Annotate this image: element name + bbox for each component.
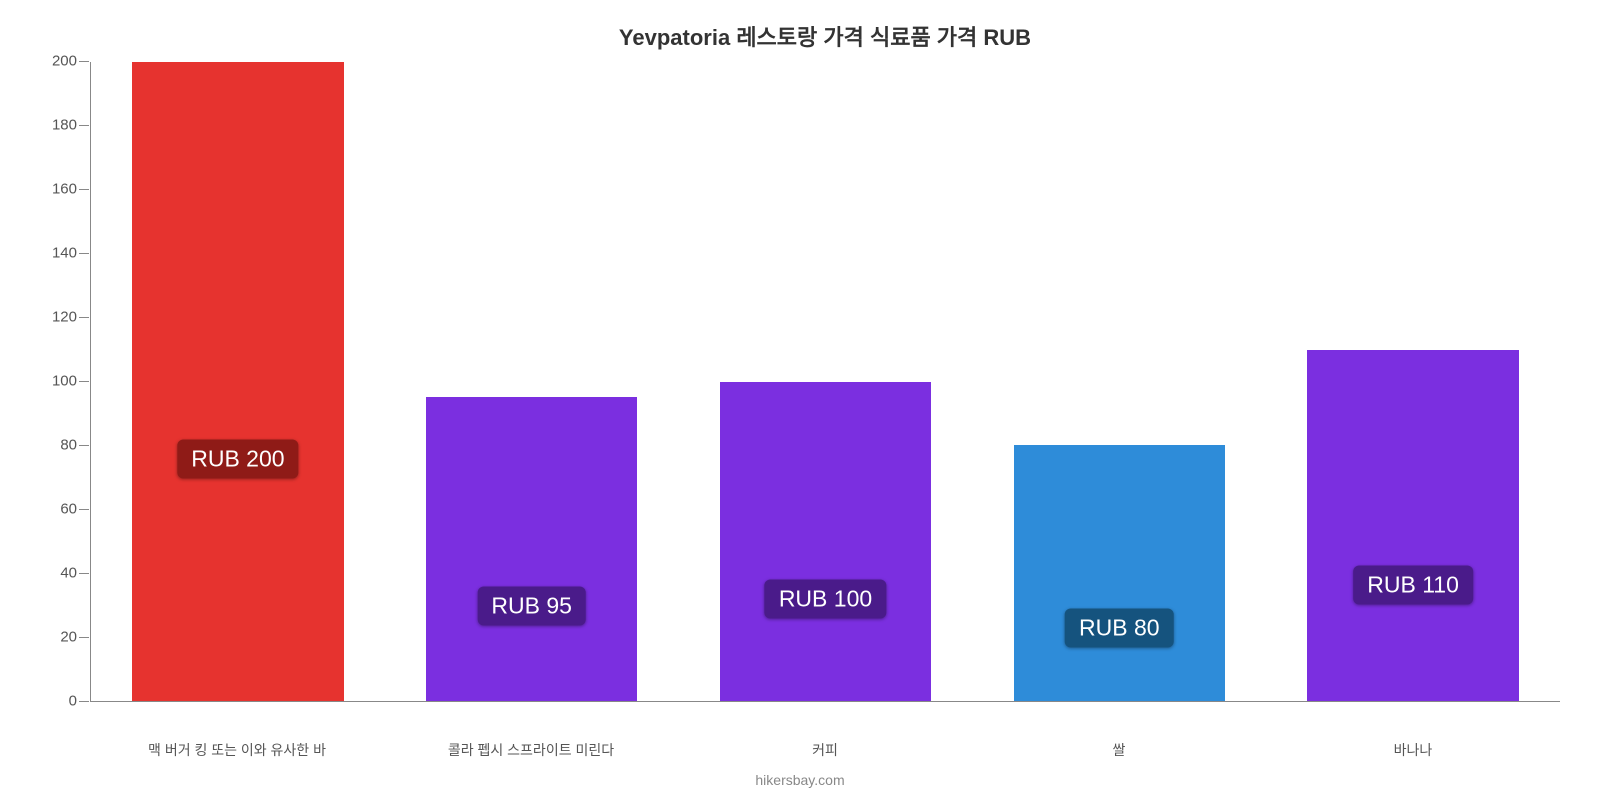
value-badge: RUB 100 <box>765 580 886 619</box>
bar: RUB 100 <box>720 382 932 702</box>
y-tick-label: 20 <box>60 629 91 646</box>
value-badge: RUB 95 <box>477 587 586 626</box>
y-tick-label: 140 <box>52 245 91 262</box>
x-axis-label: 쌀 <box>972 740 1266 760</box>
y-tick-label: 100 <box>52 373 91 390</box>
x-axis-label: 맥 버거 킹 또는 이와 유사한 바 <box>90 740 384 760</box>
bar-slot: RUB 80 <box>972 62 1266 701</box>
x-axis-label: 커피 <box>678 740 972 760</box>
bar-slot: RUB 100 <box>679 62 973 701</box>
plot-area: RUB 200RUB 95RUB 100RUB 80RUB 110 020406… <box>90 62 1560 702</box>
x-axis-label: 바나나 <box>1266 740 1560 760</box>
bar: RUB 110 <box>1307 350 1519 701</box>
y-tick-label: 120 <box>52 309 91 326</box>
bar: RUB 200 <box>132 62 344 701</box>
y-tick-label: 0 <box>69 693 91 710</box>
bar: RUB 95 <box>426 397 638 701</box>
y-tick-label: 160 <box>52 181 91 198</box>
y-tick-label: 40 <box>60 565 91 582</box>
y-tick-label: 60 <box>60 501 91 518</box>
bars-container: RUB 200 RUB 95 RUB 100 RUB 80 RUB 110 <box>91 62 1560 701</box>
chart-credit: hikersbay.com <box>0 772 1600 788</box>
value-badge: RUB 110 <box>1353 566 1473 605</box>
y-tick-label: 80 <box>60 437 91 454</box>
bar-slot: RUB 110 <box>1266 62 1560 701</box>
bar: RUB 80 <box>1014 445 1226 701</box>
x-axis-label: 콜라 펩시 스프라이트 미린다 <box>384 740 678 760</box>
price-bar-chart: Yevpatoria 레스토랑 가격 식료품 가격 RUB RUB 200RUB… <box>0 0 1600 800</box>
chart-title: Yevpatoria 레스토랑 가격 식료품 가격 RUB <box>90 20 1560 52</box>
value-badge: RUB 80 <box>1065 608 1174 647</box>
y-tick-label: 200 <box>52 53 91 70</box>
value-badge: RUB 200 <box>177 439 298 478</box>
y-tick-label: 180 <box>52 117 91 134</box>
bar-slot: RUB 95 <box>385 62 679 701</box>
x-axis-labels: 맥 버거 킹 또는 이와 유사한 바콜라 펩시 스프라이트 미린다커피쌀바나나 <box>90 740 1560 760</box>
bar-slot: RUB 200 <box>91 62 385 701</box>
